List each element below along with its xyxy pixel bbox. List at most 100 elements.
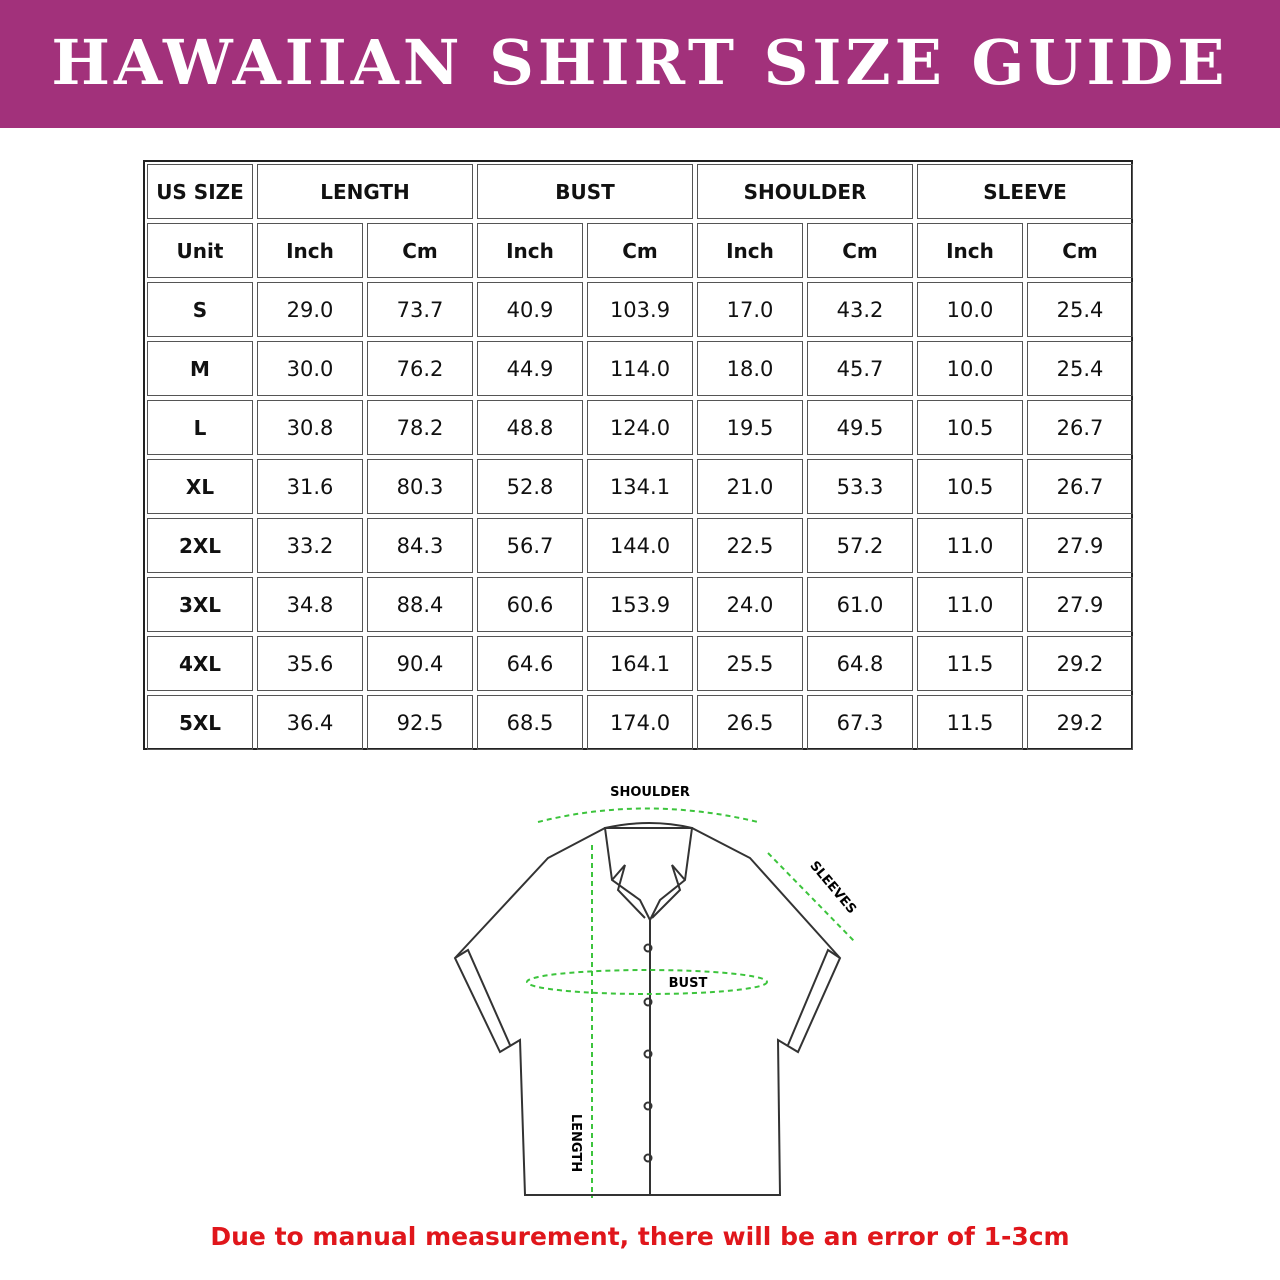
measurement: 80.3 xyxy=(367,459,473,514)
measurement: 64.8 xyxy=(807,636,913,691)
measurement: 73.7 xyxy=(367,282,473,337)
shirt-diagram: SHOULDER SLEEVES BUST LENGTH xyxy=(453,785,859,1198)
measurement: 68.5 xyxy=(477,695,583,750)
title-banner: HAWAIIAN SHIRT SIZE GUIDE xyxy=(0,0,1280,128)
measurement: 27.9 xyxy=(1027,518,1133,573)
measurement: 53.3 xyxy=(807,459,913,514)
button xyxy=(643,1153,653,1163)
measurement: 30.0 xyxy=(257,341,363,396)
size-label: S xyxy=(147,282,253,337)
size-label: XL xyxy=(147,459,253,514)
measurement: 88.4 xyxy=(367,577,473,632)
measurement: 29.2 xyxy=(1027,636,1133,691)
group-header: SHOULDER xyxy=(697,164,913,219)
measurement: 36.4 xyxy=(257,695,363,750)
measurement: 25.5 xyxy=(697,636,803,691)
measurement: 90.4 xyxy=(367,636,473,691)
measurement: 48.8 xyxy=(477,400,583,455)
measurement: 103.9 xyxy=(587,282,693,337)
measurement: 26.7 xyxy=(1027,459,1133,514)
measurement: 11.5 xyxy=(917,636,1023,691)
measurement: 33.2 xyxy=(257,518,363,573)
sleeves-label: SLEEVES xyxy=(806,859,858,917)
size-label: 2XL xyxy=(147,518,253,573)
measurement: 30.8 xyxy=(257,400,363,455)
measurement: 78.2 xyxy=(367,400,473,455)
measurement: 26.7 xyxy=(1027,400,1133,455)
shoulder-label: SHOULDER xyxy=(610,785,690,800)
length-label: LENGTH xyxy=(568,1114,583,1172)
group-header: LENGTH xyxy=(257,164,473,219)
measurement: 57.2 xyxy=(807,518,913,573)
lapel xyxy=(611,864,686,919)
size-label: 3XL xyxy=(147,577,253,632)
sleeve-hem xyxy=(454,948,841,1046)
unit-header: Inch xyxy=(697,223,803,278)
footer-note: Due to manual measurement, there will be… xyxy=(210,1222,1070,1251)
unit-header: Inch xyxy=(917,223,1023,278)
measurement: 124.0 xyxy=(587,400,693,455)
sleeve-arrow xyxy=(767,852,856,943)
measurement: 35.6 xyxy=(257,636,363,691)
measurement: 26.5 xyxy=(697,695,803,750)
measurement: 34.8 xyxy=(257,577,363,632)
measurement: 67.3 xyxy=(807,695,913,750)
button xyxy=(643,1049,653,1059)
measurement: 61.0 xyxy=(807,577,913,632)
unit-header: Cm xyxy=(1027,223,1133,278)
bust-label: BUST xyxy=(669,976,708,991)
unit-header: Cm xyxy=(367,223,473,278)
measurement: 27.9 xyxy=(1027,577,1133,632)
measurement: 60.6 xyxy=(477,577,583,632)
measurement: 19.5 xyxy=(697,400,803,455)
measurement: 29.2 xyxy=(1027,695,1133,750)
measurement: 153.9 xyxy=(587,577,693,632)
measurement: 164.1 xyxy=(587,636,693,691)
shirt-outline xyxy=(453,827,842,1196)
group-header: SLEEVE xyxy=(917,164,1133,219)
measurement: 64.6 xyxy=(477,636,583,691)
size-label: 5XL xyxy=(147,695,253,750)
bust-arrow xyxy=(526,969,768,995)
measurement: 18.0 xyxy=(697,341,803,396)
unit-header: Cm xyxy=(587,223,693,278)
measurement: 84.3 xyxy=(367,518,473,573)
size-label: L xyxy=(147,400,253,455)
measurement: 76.2 xyxy=(367,341,473,396)
unit-header: Inch xyxy=(257,223,363,278)
group-header: US SIZE xyxy=(147,164,253,219)
measurement: 174.0 xyxy=(587,695,693,750)
measurement: 10.0 xyxy=(917,341,1023,396)
measurement: 11.5 xyxy=(917,695,1023,750)
button xyxy=(643,997,653,1007)
measurement: 134.1 xyxy=(587,459,693,514)
measurement: 17.0 xyxy=(697,282,803,337)
measurement: 10.0 xyxy=(917,282,1023,337)
measurement: 44.9 xyxy=(477,341,583,396)
measurement: 92.5 xyxy=(367,695,473,750)
measurement: 29.0 xyxy=(257,282,363,337)
size-table: US SIZE LENGTH BUST SHOULDER SLEEVE Unit Inch C… xyxy=(143,160,1133,750)
measurement: 31.6 xyxy=(257,459,363,514)
measurement: 10.5 xyxy=(917,400,1023,455)
measurement: 56.7 xyxy=(477,518,583,573)
group-header: BUST xyxy=(477,164,693,219)
measurement: 11.0 xyxy=(917,577,1023,632)
measurement: 40.9 xyxy=(477,282,583,337)
size-label: M xyxy=(147,341,253,396)
measurement: 43.2 xyxy=(807,282,913,337)
unit-header: Unit xyxy=(147,223,253,278)
measurement: 10.5 xyxy=(917,459,1023,514)
measurement: 11.0 xyxy=(917,518,1023,573)
measurement: 144.0 xyxy=(587,518,693,573)
shoulder-arrow xyxy=(537,807,759,823)
measurement: 49.5 xyxy=(807,400,913,455)
measurement: 22.5 xyxy=(697,518,803,573)
button xyxy=(643,1101,653,1111)
size-label: 4XL xyxy=(147,636,253,691)
button xyxy=(643,943,653,953)
measurement: 114.0 xyxy=(587,341,693,396)
measurement: 25.4 xyxy=(1027,282,1133,337)
unit-header: Inch xyxy=(477,223,583,278)
